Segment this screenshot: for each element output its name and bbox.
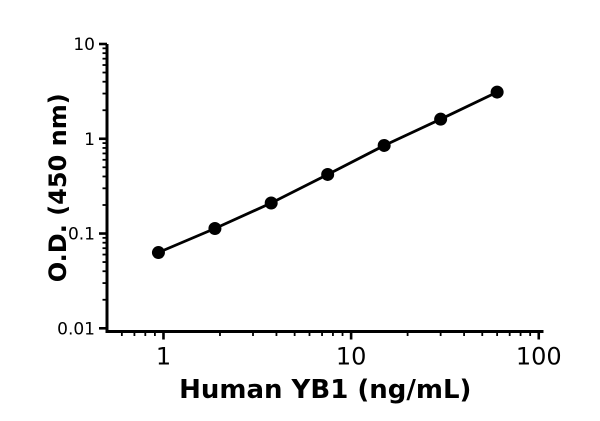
- x-axis-title: Human YB1 (ng/mL): [179, 375, 471, 405]
- data-point: [264, 196, 278, 210]
- data-point: [321, 167, 335, 181]
- x-tick-label: 1: [156, 343, 171, 371]
- y-tick-label: 10: [73, 35, 95, 55]
- y-tick-label: 0.1: [68, 225, 95, 245]
- data-point: [151, 246, 165, 260]
- data-point: [208, 221, 222, 235]
- x-tick-label: 10: [336, 343, 367, 371]
- y-tick-label: 0.01: [57, 319, 95, 339]
- y-tick-label: 1: [84, 130, 95, 150]
- data-point: [490, 85, 504, 99]
- x-tick-label: 100: [516, 343, 562, 371]
- data-point: [377, 138, 391, 152]
- y-axis-title: O.D. (450 nm): [44, 93, 72, 282]
- data-point: [434, 112, 448, 126]
